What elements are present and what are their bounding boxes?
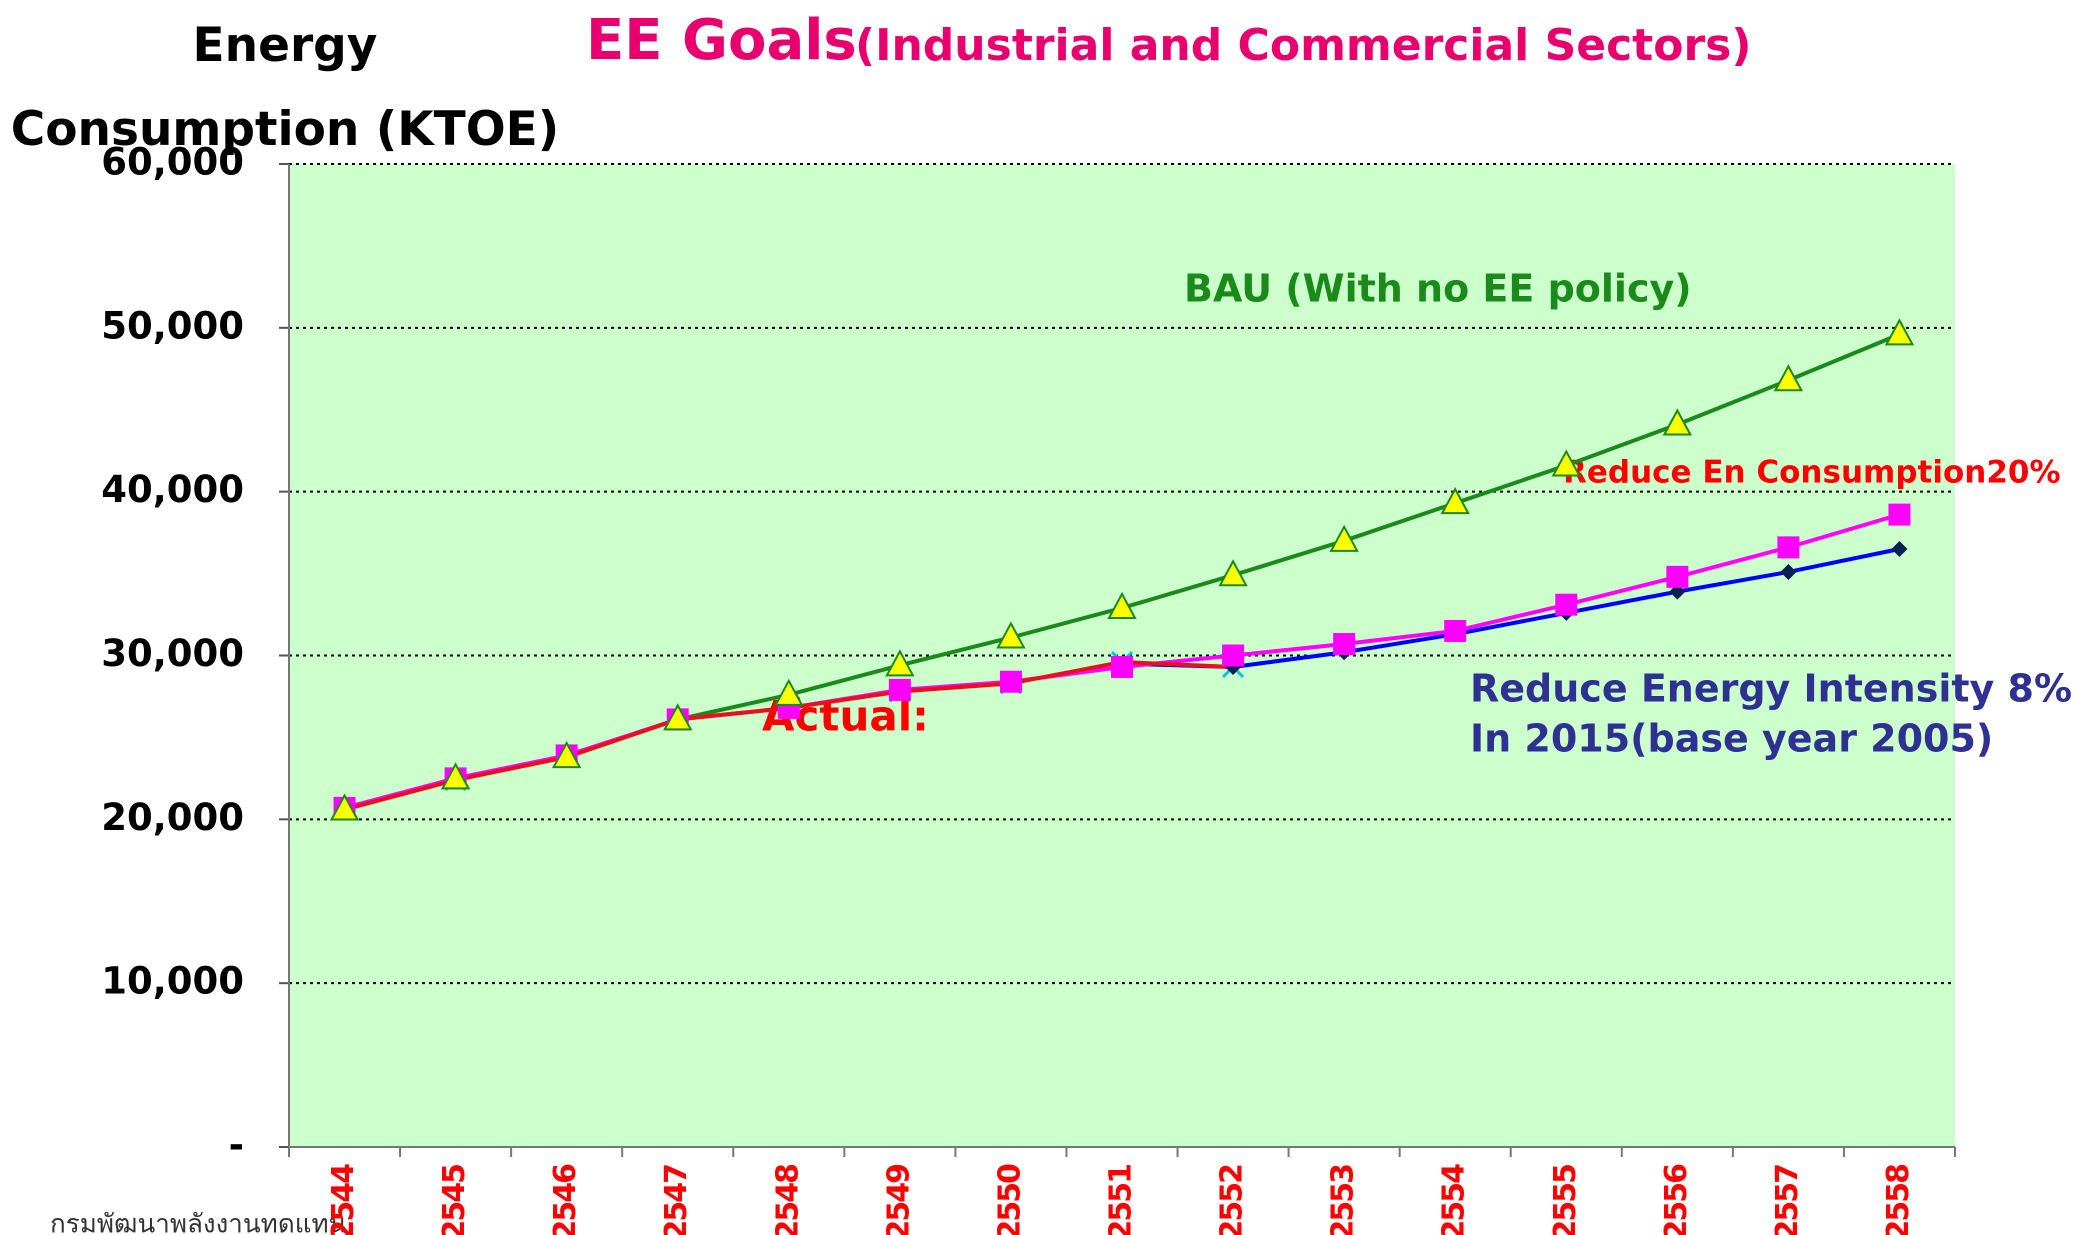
marker <box>1222 644 1245 667</box>
y-tick-label: - <box>229 1124 244 1167</box>
x-tick-label: 2557 <box>1770 1165 1805 1235</box>
marker <box>1218 559 1248 587</box>
marker <box>999 670 1022 693</box>
marker <box>1107 591 1137 619</box>
marker <box>1440 487 1470 515</box>
marker <box>885 649 915 677</box>
marker <box>1662 408 1693 436</box>
x-tick-label: 2550 <box>992 1164 1027 1235</box>
marker <box>996 621 1026 649</box>
y-tick-label: 60,000 <box>101 141 244 184</box>
marker <box>440 762 471 790</box>
marker <box>329 793 360 821</box>
footer: กรมพัฒนาพลังงานทดแทน <box>50 1210 347 1235</box>
x-tick-label: 2552 <box>1215 1165 1250 1235</box>
y-tick-label: 10,000 <box>101 960 244 1003</box>
x-tick-label: 2554 <box>1437 1164 1472 1235</box>
marker <box>1888 503 1911 526</box>
marker <box>551 740 582 769</box>
annotation: In 2015(base year 2005) <box>1470 717 1993 761</box>
marker <box>1666 565 1689 588</box>
x-tick-label: 2547 <box>659 1165 694 1235</box>
x-tick-label: 2546 <box>548 1164 583 1235</box>
y-tick-label: 20,000 <box>101 796 244 839</box>
chart-subtitle: (Industrial and Commercial Sectors) <box>855 20 1751 71</box>
y-axis-label: Energy Consumption (KTOE) <box>10 18 560 157</box>
x-tick-label: 2548 <box>770 1164 805 1235</box>
series-line <box>1121 547 1900 669</box>
marker <box>774 678 804 706</box>
chart-title: EE Goals <box>586 8 857 73</box>
y-tick-label: 50,000 <box>101 304 244 347</box>
marker <box>1333 633 1356 656</box>
marker <box>1891 541 1908 558</box>
series-label: Reduce Energy Intensity 8% <box>1470 667 2072 711</box>
x-tick-label: 2544 <box>326 1164 361 1235</box>
series-label: BAU (With no EE policy) <box>1184 267 1692 311</box>
marker <box>1329 524 1359 552</box>
marker <box>1551 449 1581 477</box>
marker <box>1773 364 1804 392</box>
x-tick-label: 2551 <box>1104 1165 1139 1235</box>
marker <box>888 678 911 701</box>
marker <box>1884 318 1915 346</box>
marker <box>1111 655 1133 678</box>
x-tick-label: 2555 <box>1548 1165 1583 1235</box>
y-tick-label: 30,000 <box>101 632 244 675</box>
marker <box>1777 536 1800 559</box>
x-tick-label: 2545 <box>437 1165 472 1235</box>
y-tick-label: 40,000 <box>101 468 244 511</box>
x-tick-label: 2556 <box>1659 1164 1694 1235</box>
marker <box>1444 619 1467 642</box>
marker <box>1780 563 1797 580</box>
marker <box>663 703 693 731</box>
x-tick-label: 2553 <box>1326 1165 1361 1235</box>
series-label: Reduce En Consumption20% <box>1563 455 2061 491</box>
x-tick-label: 2549 <box>881 1165 916 1235</box>
marker <box>1555 593 1578 616</box>
x-tick-label: 2558 <box>1881 1164 1916 1235</box>
